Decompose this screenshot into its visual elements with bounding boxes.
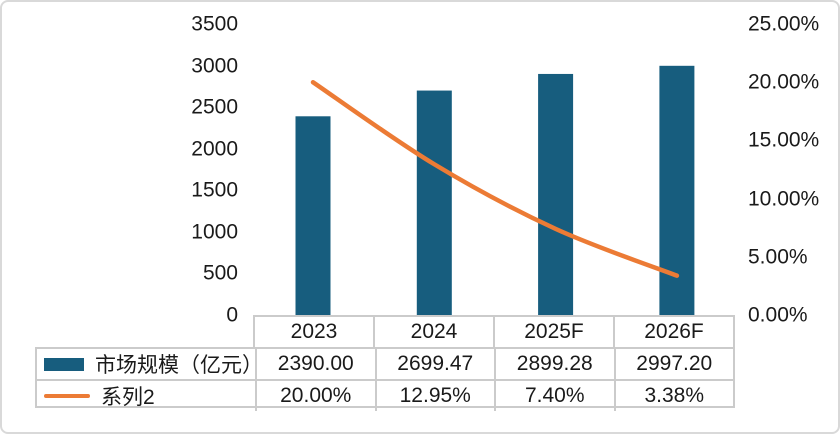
table-value-cell: 20.00% (255, 379, 375, 411)
axis-tick-label: 0.00% (748, 303, 808, 327)
axis-tick-label: 0 (226, 303, 238, 327)
axis-tick-label: 3500 (191, 12, 238, 36)
table-value-cell: 2899.28 (494, 349, 614, 379)
table-value-cell: 2699.47 (374, 349, 495, 379)
axis-tick-label: 20.00% (748, 70, 820, 94)
axis-tick-label: 15.00% (748, 128, 820, 152)
bar-2025F (538, 73, 574, 315)
table-value-cell: 2997.20 (613, 349, 734, 379)
bar-2024 (416, 90, 452, 315)
bar-series-swatch-icon (44, 357, 84, 371)
axis-tick-label: 1000 (191, 220, 238, 244)
table-header-cell: 2024 (373, 317, 493, 347)
y-axis-left: 3500 3000 2500 2000 1500 1000 500 0 (2, 2, 238, 432)
table-header-cell: 2023 (290, 320, 338, 343)
axis-tick-label: 25.00% (748, 12, 820, 36)
table-value-cell: 2390.00 (255, 349, 375, 379)
axis-tick-label: 10.00% (748, 187, 820, 211)
table-header-cell: 2025F (493, 317, 613, 347)
legend-label: 系列2 (101, 386, 155, 409)
axis-tick-label: 2000 (191, 137, 238, 161)
legend-label: 市场规模（亿元） (95, 354, 263, 377)
table-header-row: 2023 2024 2025F 2026F (253, 315, 735, 347)
axis-tick-label: 5.00% (748, 245, 808, 269)
legend-item-series2: 系列2 (37, 379, 255, 411)
y-axis-right: 25.00% 20.00% 15.00% 10.00% 5.00% 0.00% (748, 2, 838, 432)
axis-tick-label: 2500 (191, 95, 238, 119)
line-series-swatch-icon (44, 394, 90, 398)
bar-2023 (295, 116, 331, 315)
axis-tick-label: 3000 (191, 54, 238, 78)
axis-tick-label: 1500 (191, 178, 238, 202)
line-series2 (310, 79, 680, 278)
table-header-cell: 2026F (613, 317, 733, 347)
table-value-cell: 3.38% (613, 379, 733, 411)
table-value-cell: 12.95% (374, 379, 494, 411)
legend-item-market-size: 市场规模（亿元） (37, 349, 263, 379)
axis-tick-label: 500 (202, 261, 238, 285)
table-value-cell: 7.40% (494, 379, 614, 411)
data-table: 市场规模（亿元） 2390.00 2699.47 2899.28 2997.20… (35, 347, 735, 411)
